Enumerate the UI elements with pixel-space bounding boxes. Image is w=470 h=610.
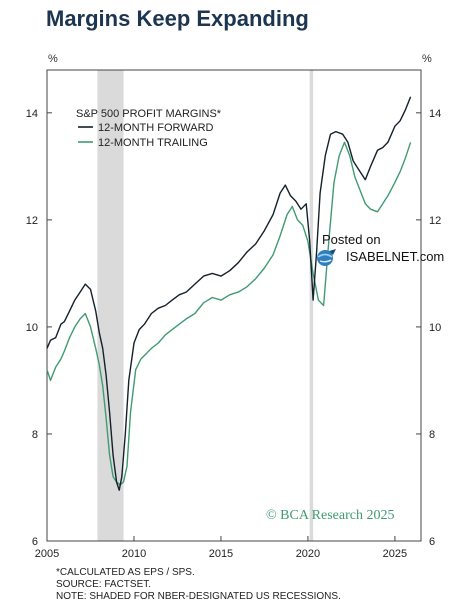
x-tick-label-2025: 2025 — [383, 548, 407, 560]
legend-trailing-label: 12-MONTH TRAILING — [98, 137, 208, 149]
isabelnet-watermark: Posted on ISABELNET.com — [314, 232, 454, 272]
y-tick-label-right-10: 10 — [429, 322, 441, 334]
y-tick-label-left-6: 6 — [32, 536, 38, 548]
recession-band-2 — [309, 70, 314, 541]
globe-icon — [317, 249, 336, 266]
legend-title: S&P 500 PROFIT MARGINS* — [76, 108, 222, 120]
right-unit-label: % — [422, 53, 432, 65]
x-tick-label-2020: 2020 — [296, 548, 320, 560]
note-source: SOURCE: FACTSET. — [56, 579, 152, 590]
left-unit-label: % — [48, 53, 58, 65]
note-calculation: *CALCULATED AS EPS / SPS. — [56, 567, 195, 578]
x-tick-label-2015: 2015 — [209, 548, 233, 560]
y-tick-label-right-12: 12 — [429, 215, 441, 227]
x-tick-label-2005: 2005 — [35, 548, 59, 560]
chart-title: Margins Keep Expanding — [46, 6, 309, 31]
note-recession: NOTE: SHADED FOR NBER-DESIGNATED US RECE… — [56, 591, 341, 602]
plot-frame — [46, 69, 422, 542]
x-tick-label-2010: 2010 — [122, 548, 146, 560]
y-tick-label-right-6: 6 — [429, 536, 435, 548]
y-tick-label-left-12: 12 — [26, 215, 38, 227]
y-tick-label-left-14: 14 — [26, 108, 38, 120]
site-name: ISABELNET.com — [346, 249, 445, 264]
y-tick-label-left-8: 8 — [32, 429, 38, 441]
series-forward-line — [46, 96, 412, 491]
legend-forward-label: 12-MONTH FORWARD — [98, 122, 214, 134]
series-trailing-line — [46, 141, 412, 486]
y-tick-label-left-10: 10 — [26, 322, 38, 334]
y-tick-label-right-8: 8 — [429, 429, 435, 441]
y-tick-label-right-14: 14 — [429, 108, 441, 120]
copyright-annotation: © BCA Research 2025 — [266, 508, 394, 523]
chart-notes: *CALCULATED AS EPS / SPS. SOURCE: FACTSE… — [56, 567, 341, 603]
posted-on-text: Posted on — [322, 232, 381, 247]
